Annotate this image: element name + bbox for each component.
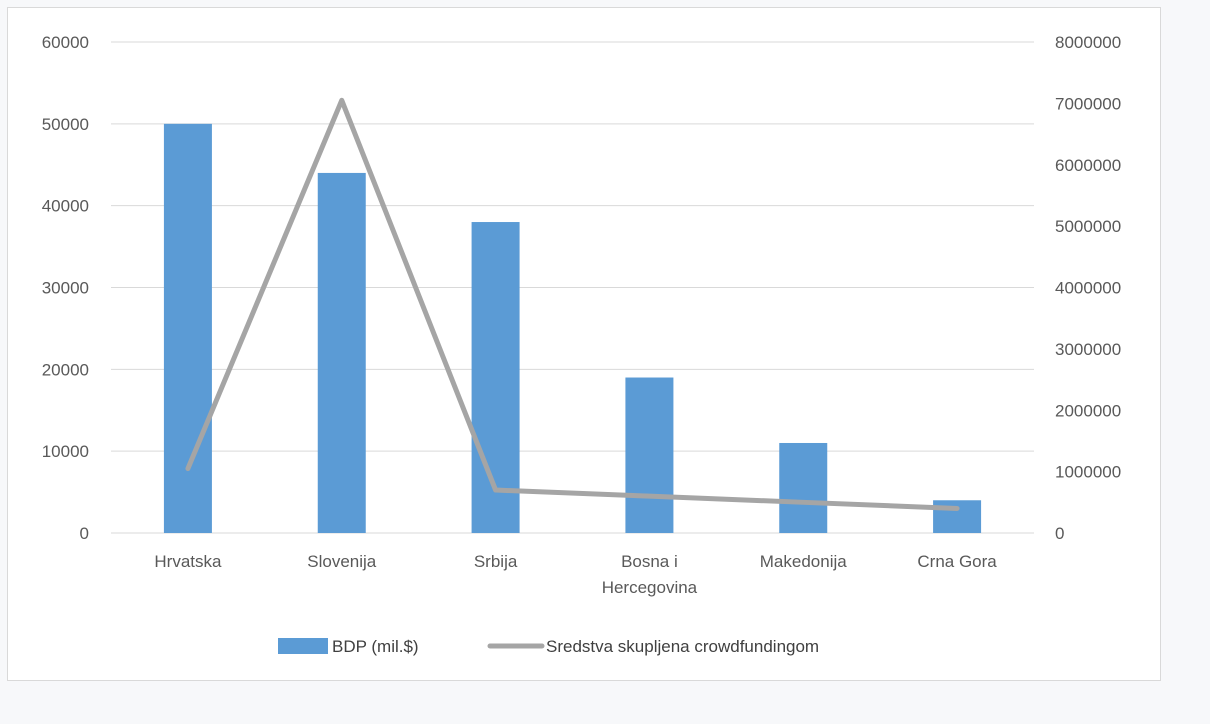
bar <box>625 377 674 533</box>
category-label: Bosna i Hercegovina <box>602 552 698 597</box>
gridlines <box>111 41 1034 534</box>
category-label: Srbija <box>474 552 518 571</box>
chart-frame: 0 10000 20000 30000 40000 50000 60000 0 1000000… <box>7 7 1161 681</box>
category-labels: Hrvatska Slovenija Srbija Bosna i Hercegovin… <box>154 552 997 597</box>
right-axis-tick-label: 2000000 <box>1055 401 1121 420</box>
right-axis-tick-label: 3000000 <box>1055 340 1121 359</box>
right-axis-tick-label: 4000000 <box>1055 279 1121 298</box>
category-label: Crna Gora <box>917 552 997 571</box>
right-axis-tick-label: 5000000 <box>1055 217 1121 236</box>
combo-chart: 0 10000 20000 30000 40000 50000 60000 0 1000000… <box>42 33 1121 656</box>
left-axis-tick-label: 20000 <box>42 360 89 379</box>
legend-label: BDP (mil.$) <box>332 637 419 656</box>
series-line <box>185 97 960 511</box>
legend: BDP (mil.$) Sredstva skupljena crowdfundi… <box>278 637 819 656</box>
category-label: Slovenija <box>307 552 377 571</box>
left-axis-tick-label: 30000 <box>42 279 89 298</box>
legend-swatch-bar <box>278 638 328 654</box>
right-axis-tick-label: 6000000 <box>1055 156 1121 175</box>
right-axis-tick-label: 1000000 <box>1055 463 1121 482</box>
category-label: Makedonija <box>760 552 847 571</box>
bar <box>933 500 982 533</box>
category-label: Hrvatska <box>154 552 222 571</box>
bar <box>317 172 366 533</box>
legend-label: Sredstva skupljena crowdfundingom <box>546 637 819 656</box>
left-axis-ticks: 0 10000 20000 30000 40000 50000 60000 <box>42 33 89 543</box>
right-axis-tick-label: 0 <box>1055 524 1064 543</box>
left-axis-tick-label: 0 <box>80 524 89 543</box>
bar <box>471 222 520 534</box>
right-axis-ticks: 0 1000000 2000000 3000000 4000000 5000000 6000… <box>1055 33 1121 543</box>
bar-series <box>163 123 982 534</box>
right-axis-tick-label: 7000000 <box>1055 94 1121 113</box>
left-axis-tick-label: 40000 <box>42 197 89 216</box>
bar <box>779 442 828 533</box>
bar <box>163 123 212 533</box>
left-axis-tick-label: 10000 <box>42 442 89 461</box>
left-axis-tick-label: 60000 <box>42 33 89 52</box>
line-series <box>185 97 960 511</box>
right-axis-tick-label: 8000000 <box>1055 33 1121 52</box>
left-axis-tick-label: 50000 <box>42 115 89 134</box>
